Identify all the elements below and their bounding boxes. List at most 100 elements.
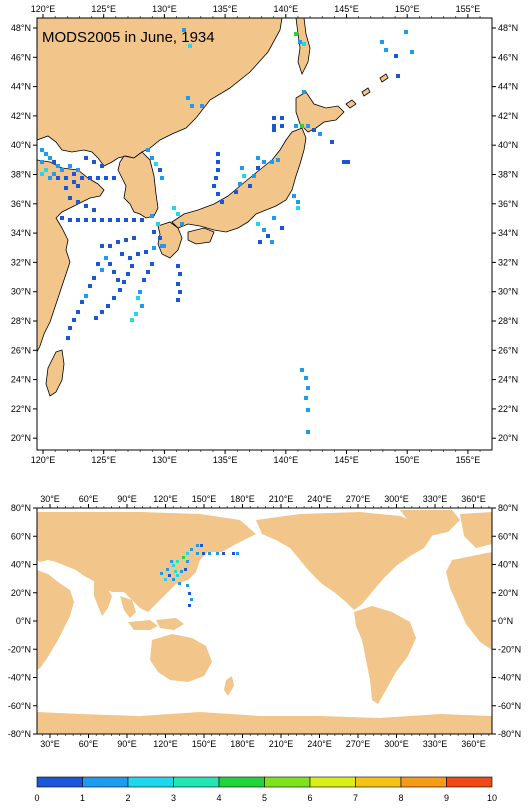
new-zealand	[224, 676, 234, 696]
observation-cell	[52, 160, 56, 164]
lat-tick-label: 20°N	[498, 588, 518, 598]
observation-cell	[302, 90, 306, 94]
world-map: 30°E 30°E 60°E 60°E 90°E 90°E 120°E 120°E 150°E 1…	[8, 494, 521, 749]
observation-cell	[80, 300, 84, 304]
observation-cell	[68, 326, 72, 330]
observation-cell	[272, 128, 276, 132]
observation-cell	[294, 124, 298, 128]
observation-cell	[132, 218, 136, 222]
world-map-ticks: 30°E 30°E 60°E 60°E 90°E 90°E 120°E 120°E 150°E 1…	[8, 494, 521, 749]
lon-tick-label: 30°E	[40, 739, 60, 749]
colorbar-box	[82, 776, 129, 788]
lat-tick-label: 40°N	[11, 140, 31, 150]
lon-tick-label: 360°E	[461, 739, 486, 749]
observation-cell	[214, 176, 218, 180]
africa	[37, 570, 74, 670]
observation-cell	[280, 124, 284, 128]
observation-cell	[100, 310, 104, 314]
lon-tick-label: 60°E	[79, 739, 99, 749]
lon-tick-label: 140°E	[273, 4, 298, 14]
observation-cell	[136, 296, 140, 300]
australia	[150, 634, 212, 682]
observation-cell	[146, 148, 150, 152]
lon-tick-label: 270°E	[346, 494, 371, 504]
colorbar-boxes	[36, 776, 493, 788]
lat-tick-label: 20°N	[498, 433, 518, 443]
observation-cell	[64, 186, 68, 190]
colorbar-label: 4	[216, 793, 221, 803]
observation-cell	[196, 544, 199, 547]
observation-cell	[270, 240, 274, 244]
observation-cell	[302, 42, 306, 46]
observation-cell	[176, 212, 180, 216]
observation-cell	[160, 176, 164, 180]
antarctica	[37, 712, 492, 734]
south-america	[354, 606, 416, 704]
taiwan	[45, 349, 65, 397]
observation-cell	[100, 268, 104, 272]
colorbar-box	[173, 776, 220, 788]
observation-cell	[60, 168, 64, 172]
regional-map-ticks: 120°E 120°E 125°E 125°E 130°E 130°E 135°E 135°E…	[11, 4, 518, 465]
lat-tick-label: 0°N	[16, 616, 31, 626]
observation-cell	[108, 218, 112, 222]
lat-tick-label: -20°N	[498, 644, 521, 654]
observation-cell	[380, 40, 384, 44]
observation-cell	[312, 128, 316, 132]
observation-cell	[72, 318, 76, 322]
observation-cell	[160, 572, 163, 575]
colorbar-label: 8	[398, 793, 403, 803]
lon-tick-label: 155°E	[456, 4, 481, 14]
lon-tick-label: 145°E	[334, 4, 359, 14]
colorbar-label: 7	[353, 793, 358, 803]
observation-cell	[60, 216, 64, 220]
observation-cell	[158, 168, 162, 172]
observation-cell	[202, 552, 205, 555]
colorbar-box	[127, 776, 174, 788]
lon-tick-label: 30°E	[40, 494, 60, 504]
observation-cell	[40, 160, 44, 164]
lon-tick-label: 360°E	[461, 494, 486, 504]
north-america	[256, 512, 432, 610]
lon-tick-label: 300°E	[384, 494, 409, 504]
lat-tick-label: 42°N	[498, 111, 518, 121]
observation-cell	[118, 288, 122, 292]
observation-cell	[256, 156, 260, 160]
observation-cell	[174, 570, 177, 573]
lat-tick-label: 22°N	[11, 404, 31, 414]
observation-cell	[84, 156, 88, 160]
lon-tick-label: 130°E	[152, 4, 177, 14]
lon-tick-label: 60°E	[79, 494, 99, 504]
observation-cell	[258, 240, 262, 244]
observation-cell	[154, 162, 158, 166]
observation-cell	[186, 96, 190, 100]
observation-cell	[178, 290, 182, 294]
observation-cell	[216, 152, 220, 156]
lat-tick-label: 26°N	[498, 345, 518, 355]
observation-cell	[52, 172, 56, 176]
lat-tick-label: 44°N	[498, 82, 518, 92]
observation-cell	[128, 256, 132, 260]
observation-cell	[266, 234, 270, 238]
kuril-islands	[345, 73, 389, 109]
observation-cell	[270, 160, 274, 164]
observation-cell	[172, 564, 175, 567]
observation-cell	[256, 222, 260, 226]
lat-tick-label: 34°N	[498, 228, 518, 238]
observation-cell	[156, 222, 160, 226]
observation-cell	[404, 30, 408, 34]
lon-tick-label: 145°E	[334, 455, 359, 465]
observation-cell	[170, 560, 173, 563]
observation-cell	[216, 552, 219, 555]
lon-tick-label: 150°E	[395, 455, 420, 465]
observation-cell	[232, 552, 235, 555]
observation-cell	[88, 284, 92, 288]
observation-cell	[68, 164, 72, 168]
lat-tick-label: 48°N	[498, 23, 518, 33]
lat-tick-label: -40°N	[8, 673, 31, 683]
observation-cell	[76, 200, 80, 204]
colorbar-box	[218, 776, 265, 788]
observation-cell	[180, 222, 184, 226]
observation-cell	[300, 124, 304, 128]
